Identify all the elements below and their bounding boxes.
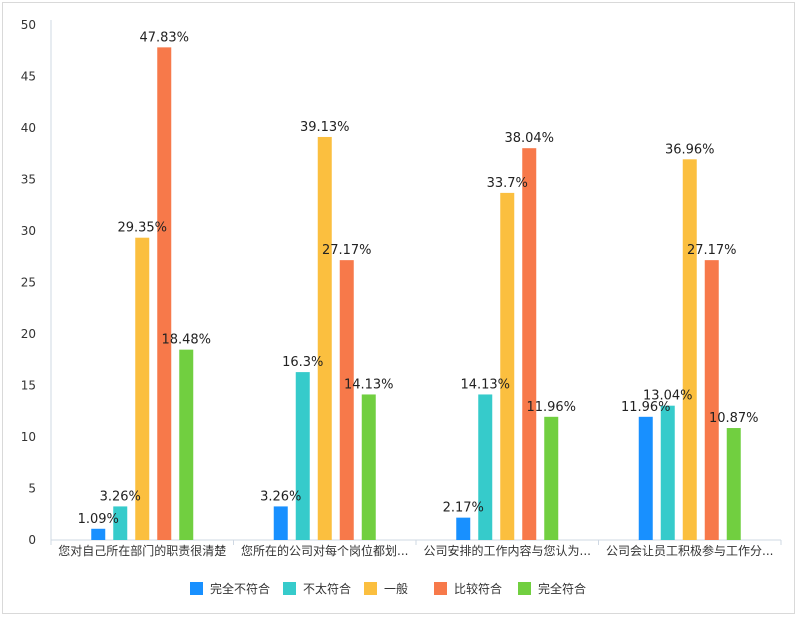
x-category-label: 公司安排的工作内容与您认为... — [424, 543, 591, 558]
bar — [704, 260, 719, 540]
y-tick-label: 50 — [21, 18, 36, 32]
legend-swatch — [518, 582, 531, 595]
data-label: 47.83% — [139, 30, 189, 45]
legend-swatch — [283, 582, 296, 595]
bar — [500, 192, 515, 540]
y-tick-label: 35 — [21, 173, 36, 187]
bar — [157, 47, 172, 540]
data-label: 3.26% — [260, 489, 301, 504]
bar — [544, 416, 559, 540]
data-label: 18.48% — [161, 333, 211, 348]
legend-label: 完全不符合 — [210, 581, 270, 596]
bar — [361, 394, 376, 540]
data-label: 29.35% — [117, 221, 167, 236]
data-label: 3.26% — [100, 489, 141, 504]
legend-swatch — [364, 582, 377, 595]
data-label: 11.96% — [621, 400, 671, 415]
bar — [638, 416, 653, 540]
data-label: 14.13% — [344, 377, 394, 392]
x-category-label: 公司会让员工积极参与工作分... — [606, 543, 773, 558]
bar — [660, 405, 675, 540]
y-tick-label: 15 — [21, 379, 36, 393]
legend-swatch — [190, 582, 203, 595]
y-tick-label: 20 — [21, 327, 36, 341]
data-label: 2.17% — [443, 501, 484, 516]
y-tick-label: 0 — [28, 533, 36, 547]
bar — [682, 159, 697, 540]
legend-label: 比较符合 — [454, 581, 502, 596]
data-label: 39.13% — [300, 120, 350, 135]
bar — [726, 428, 741, 540]
x-axis: 您对自己所在部门的职责很清楚 您所在的公司对每个岗位都划... 公司安排的工作内容与… — [50, 539, 782, 558]
data-label: 10.87% — [709, 411, 759, 426]
y-tick-label: 10 — [21, 430, 36, 444]
legend-label: 完全符合 — [538, 581, 586, 596]
x-category-label: 您所在的公司对每个岗位都划... — [241, 543, 408, 558]
bar — [295, 372, 310, 540]
data-label: 27.17% — [322, 243, 372, 258]
bar — [135, 237, 150, 540]
data-label: 14.13% — [460, 377, 510, 392]
bar — [179, 349, 194, 540]
bar — [317, 136, 332, 540]
data-label: 36.96% — [665, 142, 715, 157]
x-category-label: 您对自己所在部门的职责很清楚 — [58, 543, 226, 558]
bar — [456, 517, 471, 540]
bar — [113, 506, 128, 540]
legend-label: 不太符合 — [303, 581, 351, 596]
data-label: 1.09% — [78, 512, 119, 527]
y-tick-label: 25 — [21, 276, 36, 290]
legend-label: 一般 — [384, 581, 408, 596]
data-label: 13.04% — [643, 389, 693, 404]
y-tick-label: 45 — [21, 70, 36, 84]
data-label: 16.3% — [282, 355, 323, 370]
bar — [339, 260, 354, 540]
data-label: 11.96% — [526, 400, 576, 415]
y-tick-label: 40 — [21, 121, 36, 135]
y-axis: 0 5 10 15 20 25 30 35 40 45 50 — [21, 18, 52, 547]
data-label: 38.04% — [504, 131, 554, 146]
legend: 完全不符合 不太符合 一般 比较符合 完全符合 — [190, 581, 586, 596]
bar — [273, 506, 288, 540]
legend-swatch — [434, 582, 447, 595]
y-tick-label: 30 — [21, 224, 36, 238]
bar — [522, 148, 537, 541]
bar — [91, 528, 106, 540]
data-labels: 1.09% 3.26% 2.17% 11.96% 3.26% 16.3% 14.13% 13.… — [78, 30, 759, 526]
data-label: 27.17% — [687, 243, 737, 258]
y-tick-label: 5 — [28, 482, 36, 496]
bars — [91, 47, 741, 541]
bar — [478, 394, 493, 540]
data-label: 33.7% — [487, 176, 528, 191]
